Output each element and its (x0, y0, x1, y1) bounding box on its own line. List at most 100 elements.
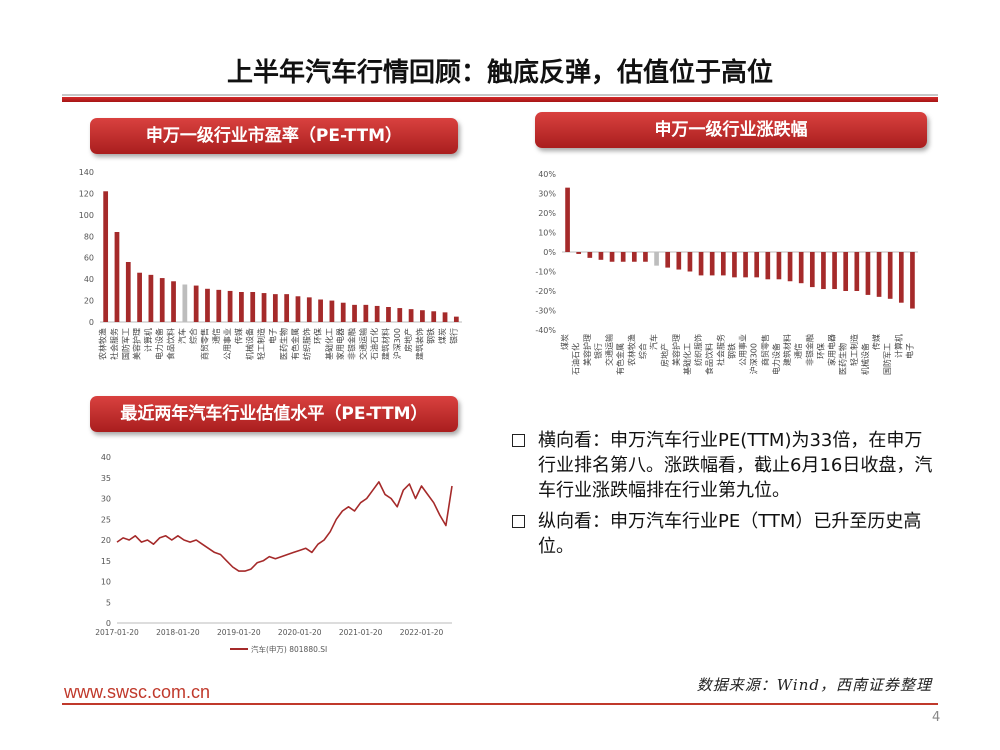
bar-1 (576, 252, 582, 254)
category-label: 公用事业 (738, 334, 748, 366)
y-tick-label: 10% (538, 229, 556, 238)
y-tick-label: 40% (538, 170, 556, 179)
page-number: 4 (932, 710, 941, 725)
category-label: 房地产 (660, 343, 670, 367)
category-label: 家用电器 (335, 328, 345, 360)
bar-2 (125, 262, 131, 322)
commentary-list: 横向看：申万汽车行业PE(TTM)为33倍，在申万行业排名第八。涨跌幅看，截止6… (510, 428, 940, 565)
bar-24 (374, 305, 380, 322)
footer-url[interactable]: www.swsc.com.cn (64, 682, 211, 702)
bar-27 (408, 309, 414, 322)
bar-28 (420, 310, 425, 322)
bar-8 (654, 252, 659, 266)
checkbox-bullet-icon (512, 434, 525, 447)
bar-3 (598, 252, 604, 260)
bar-8 (193, 285, 199, 322)
bar-10 (676, 252, 682, 270)
y-tick-label: 100 (79, 211, 94, 220)
y-tick-label: 40 (84, 275, 94, 284)
bar-14 (261, 293, 267, 322)
y-tick-label: 5 (106, 598, 111, 607)
bar-11 (227, 290, 233, 322)
category-label: 通信 (211, 328, 221, 344)
bar-23 (363, 304, 369, 322)
bar-5 (159, 278, 165, 322)
x-tick-label: 2018-01-20 (156, 628, 200, 637)
bar-11 (687, 252, 693, 272)
category-label: 沪深300 (392, 328, 402, 359)
bar-29 (887, 252, 893, 299)
bar-16 (284, 294, 290, 322)
category-label: 交通运输 (358, 328, 368, 360)
category-label: 汽车 (649, 334, 659, 350)
category-label: 钢铁 (726, 343, 736, 359)
category-label: 纺织服饰 (693, 334, 703, 366)
bar-0 (565, 187, 570, 252)
category-label: 计算机 (143, 328, 153, 352)
category-label: 美容护理 (671, 334, 681, 366)
y-tick-label: 15 (101, 557, 111, 566)
bar-27 (865, 252, 871, 295)
title-accent-bar (62, 97, 938, 102)
y-tick-label: -20% (535, 287, 556, 296)
category-label: 纺织服饰 (301, 328, 311, 360)
category-label: 美容护理 (582, 334, 592, 366)
y-tick-label: 35 (101, 474, 111, 483)
bar-0 (103, 191, 109, 322)
bar-9 (665, 252, 671, 268)
category-label: 电子 (904, 343, 914, 359)
bar-20 (787, 252, 793, 282)
bar-19 (776, 252, 782, 280)
x-tick-label: 2020-01-20 (278, 628, 322, 637)
page-title: 上半年汽车行情回顾：触底反弹，估值位于高位 (226, 58, 773, 88)
category-label: 传媒 (871, 334, 881, 350)
category-label: 非银金融 (347, 328, 357, 360)
bar-12 (239, 292, 244, 322)
category-label: 机械设备 (860, 343, 870, 375)
bar-26 (854, 252, 860, 291)
category-label: 钢铁 (426, 328, 436, 344)
category-label: 房地产 (403, 328, 413, 352)
bar-21 (340, 302, 346, 322)
bar-13 (709, 252, 715, 276)
commentary-item: 横向看：申万汽车行业PE(TTM)为33倍，在申万行业排名第八。涨跌幅看，截止6… (510, 428, 940, 503)
category-label: 银行 (593, 343, 603, 359)
category-label: 交通运输 (604, 334, 614, 366)
pe-chart-banner: 申万一级行业市盈率（PE-TTM） (90, 118, 458, 154)
change-chart-banner: 申万一级行业涨跌幅 (535, 112, 927, 148)
category-label: 电子 (267, 328, 277, 344)
y-tick-label: 120 (79, 189, 94, 198)
bar-26 (397, 308, 403, 322)
bar-25 (386, 307, 391, 322)
bar-5 (620, 252, 626, 262)
category-label: 综合 (188, 328, 198, 344)
category-label: 石油石化 (571, 343, 581, 375)
category-label: 农林牧渔 (98, 328, 108, 360)
category-label: 社会服务 (715, 334, 725, 366)
bar-17 (754, 252, 760, 278)
category-label: 石油石化 (369, 328, 379, 360)
category-label: 环保 (815, 343, 825, 359)
y-tick-label: 20 (101, 536, 111, 545)
y-tick-label: 30% (538, 190, 556, 199)
category-label: 轻工制造 (256, 328, 266, 360)
bar-18 (306, 297, 312, 322)
commentary-text: 横向看：申万汽车行业PE(TTM)为33倍，在申万行业排名第八。涨跌幅看，截止6… (538, 430, 933, 501)
category-label: 食品饮料 (704, 343, 714, 375)
x-tick-label: 2017-01-20 (95, 628, 139, 637)
category-label: 银行 (448, 328, 458, 344)
bar-1 (114, 232, 120, 322)
checkbox-bullet-icon (512, 515, 525, 528)
pe-series-line (116, 481, 453, 572)
category-label: 有色金属 (615, 343, 625, 375)
bar-31 (453, 316, 459, 322)
category-label: 基础化工 (682, 343, 692, 375)
y-tick-label: 30 (101, 495, 111, 504)
category-label: 建筑材料 (782, 334, 792, 366)
bar-22 (809, 252, 815, 288)
bar-10 (216, 289, 222, 322)
y-tick-label: 60 (84, 254, 94, 263)
bar-3 (137, 272, 142, 322)
bar-18 (765, 252, 771, 280)
